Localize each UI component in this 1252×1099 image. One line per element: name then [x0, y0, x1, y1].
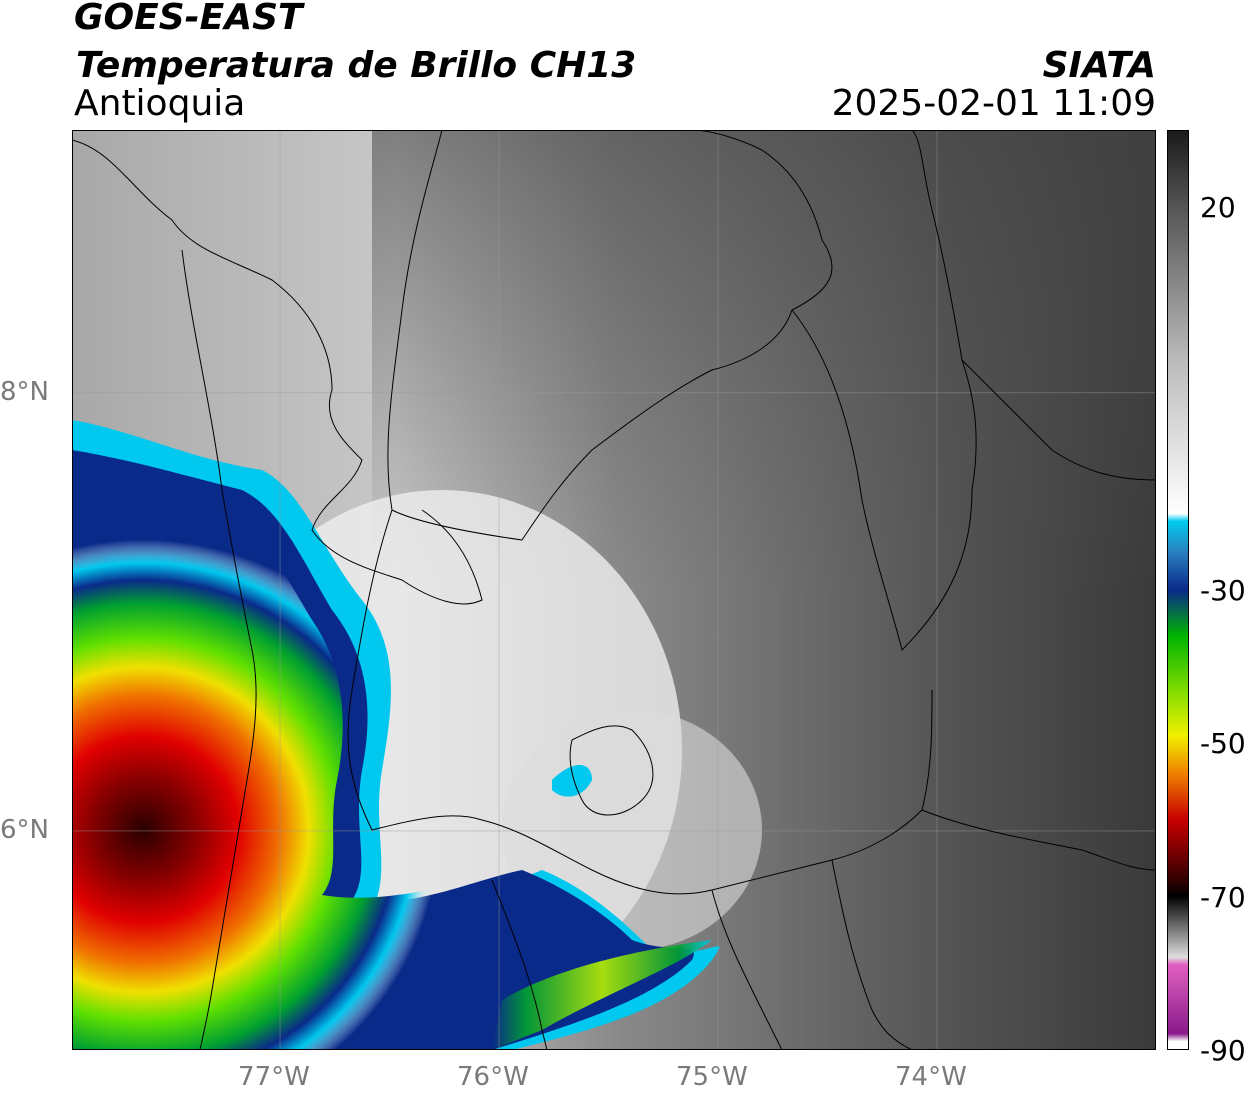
satellite-map: [71, 129, 1157, 1051]
lat-label-8n: 8°N: [0, 376, 49, 407]
department-border-center: [491, 879, 548, 1051]
colorbar-tick-minus30: -30: [1200, 574, 1246, 607]
cold-cloud-tail-cyan: [552, 765, 592, 797]
department-border-river: [711, 889, 783, 1051]
map-canvas: [71, 129, 1157, 1051]
cold-cloud-core: [72, 470, 664, 1050]
municipality-cluster: [569, 725, 654, 816]
lon-label-75w: 75°W: [676, 1062, 748, 1092]
colorbar-tick-minus70: -70: [1200, 880, 1246, 914]
department-border-far-east: [961, 359, 1157, 481]
department-border-west: [181, 249, 257, 1051]
agency-label: SIATA: [1042, 45, 1156, 86]
map-frame: [72, 130, 1156, 1050]
region-label: Antioquia: [74, 83, 246, 124]
datetime-label: 2025-02-01 11:09: [831, 83, 1156, 124]
department-border-east: [791, 129, 977, 651]
temperature-colorbar: [1167, 130, 1189, 1050]
graticule: [72, 130, 1156, 1050]
cold-cloud-tail: [492, 940, 712, 1050]
colorbar-tick-minus90: -90: [1200, 1034, 1246, 1067]
lon-label-77w: 77°W: [238, 1062, 310, 1092]
department-border-south: [347, 509, 933, 895]
department-border-southeast: [831, 859, 913, 1051]
coastline: [71, 139, 483, 605]
admin-boundaries: [71, 129, 1157, 1051]
department-border-lower: [921, 809, 1157, 871]
product-title: Temperatura de Brillo CH13: [76, 45, 637, 86]
lat-label-6n: 6°N: [0, 814, 49, 845]
lon-label-74w: 74°W: [895, 1062, 967, 1092]
lon-label-76w: 76°W: [457, 1062, 529, 1092]
satellite-title: GOES-EAST: [74, 0, 303, 38]
antioquia-border: [387, 129, 833, 541]
colorbar-tick-minus50: -50: [1200, 727, 1246, 761]
colorbar-tick-20: 20: [1200, 190, 1236, 224]
